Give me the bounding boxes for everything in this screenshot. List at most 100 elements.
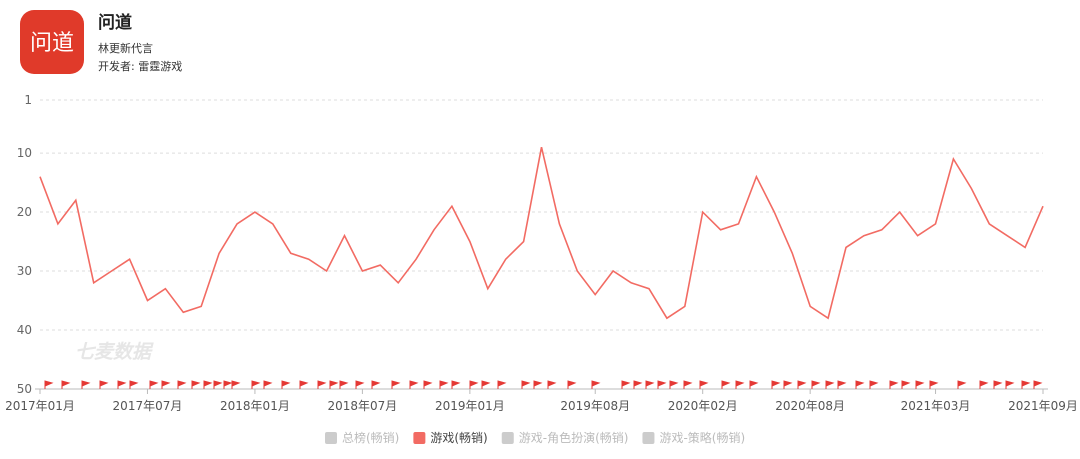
x-tick-label: 2017年01月 — [5, 399, 75, 413]
event-flag — [771, 380, 781, 389]
event-flag — [329, 380, 339, 389]
event-flag — [99, 380, 109, 389]
y-tick-label: 1 — [24, 93, 32, 107]
x-tick-label: 2020年02月 — [668, 399, 738, 413]
y-tick-label: 30 — [17, 264, 32, 278]
legend-item[interactable]: 游戏(畅销) — [413, 431, 488, 445]
app-slogan: 林更新代言 — [98, 41, 153, 55]
event-flag — [203, 380, 213, 389]
event-flag — [1021, 380, 1031, 389]
legend-swatch — [642, 432, 655, 444]
y-tick-label: 10 — [17, 146, 32, 160]
event-flag — [371, 380, 381, 389]
event-flag — [669, 380, 679, 389]
x-tick-label: 2019年01月 — [435, 399, 505, 413]
event-flag — [699, 380, 709, 389]
event-flag — [469, 380, 479, 389]
legend-swatch — [501, 432, 514, 444]
event-flag — [223, 380, 233, 389]
event-flag — [117, 380, 127, 389]
event-flag — [161, 380, 171, 389]
event-flag — [797, 380, 807, 389]
event-flag — [263, 380, 273, 389]
event-flag — [957, 380, 967, 389]
event-flag — [149, 380, 159, 389]
event-flag — [409, 380, 419, 389]
event-flag — [81, 380, 91, 389]
event-flag — [825, 380, 835, 389]
y-tick-label: 20 — [17, 205, 32, 219]
event-flag — [481, 380, 491, 389]
x-tick-label: 2019年08月 — [560, 399, 630, 413]
event-flag — [439, 380, 449, 389]
event-flag — [547, 380, 557, 389]
event-flag — [889, 380, 899, 389]
app-icon — [20, 10, 84, 74]
event-flag — [317, 380, 327, 389]
event-flag — [191, 380, 201, 389]
legend-item[interactable]: 总榜(畅销) — [325, 430, 399, 445]
legend-swatch — [413, 432, 426, 444]
legend-item[interactable]: 游戏-策略(畅销) — [642, 430, 745, 445]
event-flag — [591, 380, 601, 389]
event-flag — [837, 380, 847, 389]
event-flag — [869, 380, 879, 389]
event-flag — [993, 380, 1003, 389]
event-flag — [979, 380, 989, 389]
legend-label: 游戏-策略(畅销) — [659, 430, 745, 445]
event-flag — [645, 380, 655, 389]
event-flag — [231, 380, 241, 389]
legend-label: 总榜(畅销) — [342, 430, 399, 445]
event-flag — [299, 380, 309, 389]
event-flag — [355, 380, 365, 389]
event-flag — [567, 380, 577, 389]
event-flag — [633, 380, 643, 389]
event-flag — [391, 380, 401, 389]
x-tick-label: 2017年07月 — [113, 399, 183, 413]
event-flag — [735, 380, 745, 389]
event-flag — [929, 380, 939, 389]
event-flag — [657, 380, 667, 389]
event-flag — [423, 380, 433, 389]
event-flag — [683, 380, 693, 389]
event-flag — [61, 380, 71, 389]
legend-item[interactable]: 游戏-角色扮演(畅销) — [501, 430, 629, 445]
app-developer: 开发者: 雷霆游戏 — [98, 59, 182, 73]
event-flag — [213, 380, 223, 389]
x-tick-label: 2018年07月 — [327, 399, 397, 413]
legend-label: 游戏-角色扮演(畅销) — [519, 430, 629, 445]
event-flag — [497, 380, 507, 389]
event-flag — [533, 380, 543, 389]
event-flag — [749, 380, 759, 389]
event-flag — [783, 380, 793, 389]
event-flag — [451, 380, 461, 389]
event-flag — [721, 380, 731, 389]
x-tick-label: 2018年01月 — [220, 399, 290, 413]
event-flag — [339, 380, 349, 389]
icon-text: 问道 — [30, 31, 74, 56]
legend-label: 游戏(畅销) — [430, 431, 487, 445]
x-tick-label: 2021年09月 — [1008, 399, 1078, 413]
event-flag — [1005, 380, 1015, 389]
event-flag — [129, 380, 139, 389]
y-tick-label: 50 — [17, 382, 32, 396]
event-flag — [521, 380, 531, 389]
event-flag — [251, 380, 261, 389]
x-tick-label: 2021年03月 — [901, 399, 971, 413]
event-flag — [915, 380, 925, 389]
event-flag — [177, 380, 187, 389]
y-tick-label: 40 — [17, 323, 32, 337]
event-flag — [855, 380, 865, 389]
data-line — [39, 147, 1044, 320]
event-flag — [811, 380, 821, 389]
app-name: 问道 — [98, 12, 132, 33]
event-flag — [1033, 380, 1043, 389]
legend-swatch — [325, 432, 337, 444]
x-tick-label: 2020年08月 — [775, 399, 845, 413]
event-flag — [621, 380, 631, 389]
event-flag — [281, 380, 291, 389]
watermark: 七麦数据 — [75, 341, 154, 363]
event-flag — [901, 380, 911, 389]
